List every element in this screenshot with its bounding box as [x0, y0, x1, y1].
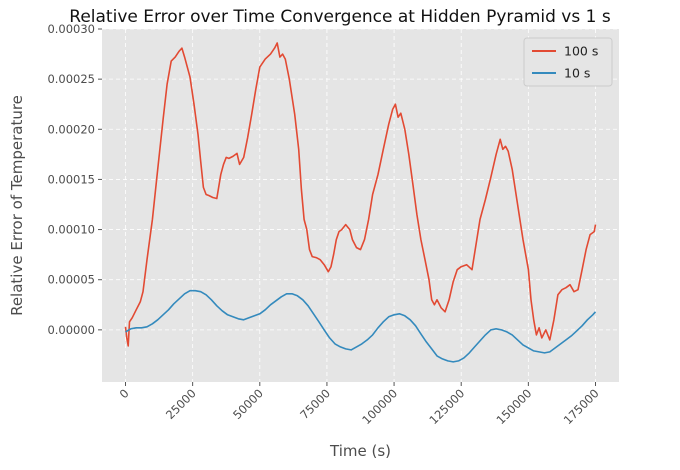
legend-label: 10 s: [564, 66, 590, 81]
plot-area: [102, 29, 619, 382]
y-tick-label: 0.00025: [47, 72, 95, 86]
series-line-10-s: [125, 289, 597, 363]
grid: [102, 28, 619, 382]
chart-title: Relative Error over Time Convergence at …: [69, 7, 611, 27]
y-tick-label: 0.00020: [47, 122, 95, 136]
series-lines: [124, 42, 597, 363]
x-axis-label: Time (s): [329, 442, 391, 460]
y-tick-label: 0.00015: [47, 172, 95, 186]
legend: 100 s 10 s: [523, 37, 613, 87]
legend-label: 100 s: [564, 44, 598, 59]
y-tick-label: 0.00010: [47, 223, 95, 237]
y-tick-label: 0.00005: [47, 273, 95, 287]
y-tick-label: 0.00030: [47, 22, 95, 36]
series-line-100-s: [124, 42, 597, 347]
y-tick-label: 0.00000: [47, 323, 95, 337]
y-axis: 0.00000 0.00005 0.00010 0.00015 0.00020 0.000…: [47, 22, 102, 337]
y-axis-label: Relative Error of Temperature: [8, 95, 26, 316]
